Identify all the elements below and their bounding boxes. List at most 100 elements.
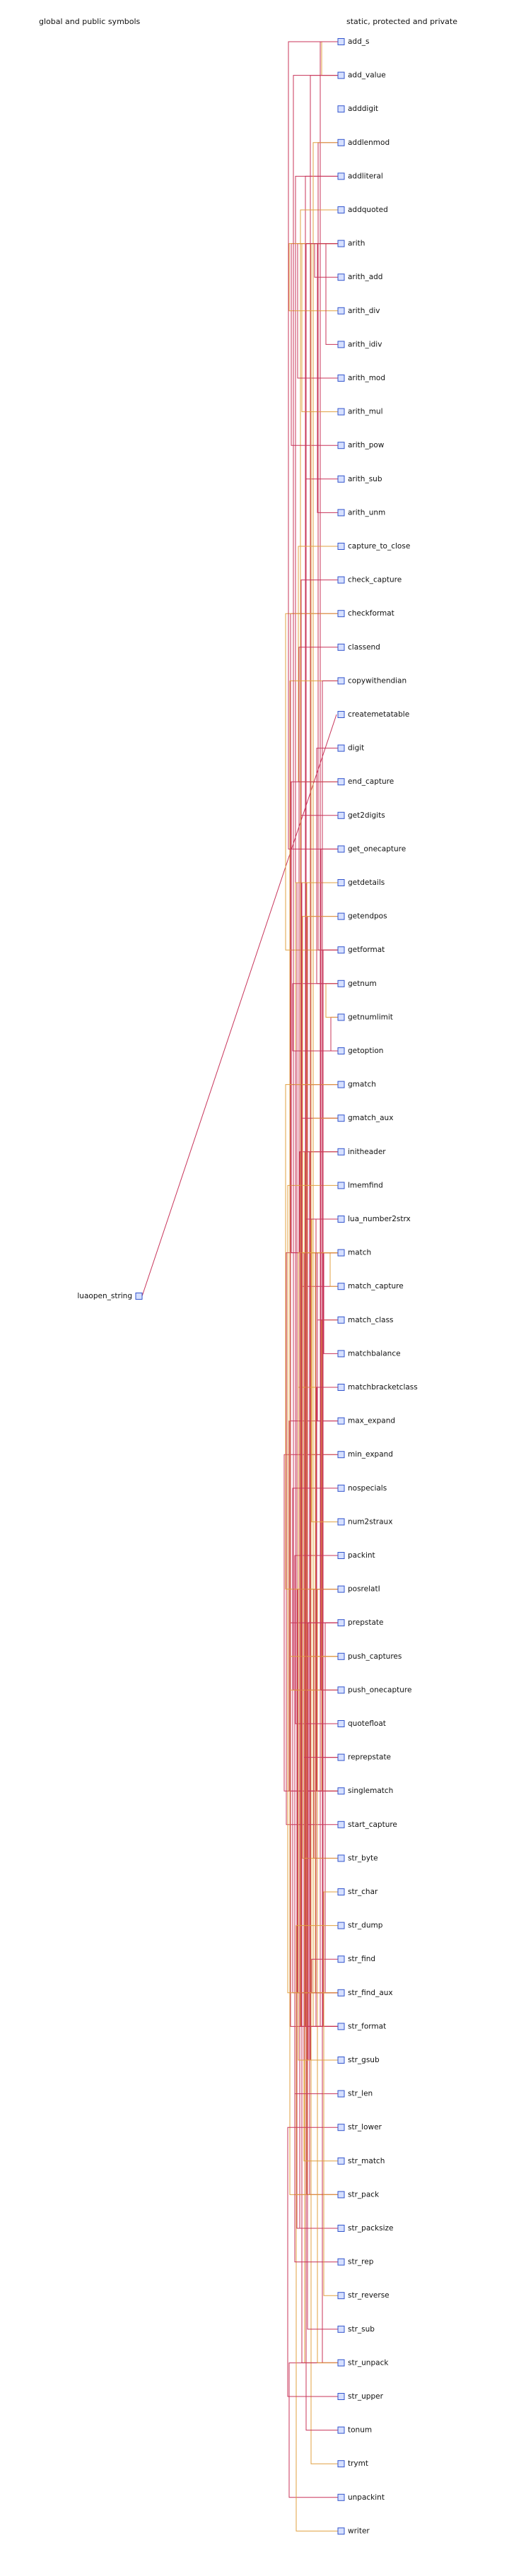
symbol-node-match[interactable]: match [337,1249,371,1257]
symbol-node-writer[interactable]: writer [337,2527,370,2535]
symbol-box-icon [337,946,345,954]
symbol-node-luaopen_string[interactable]: luaopen_string [77,1292,143,1300]
symbol-label: max_expand [348,1417,395,1425]
symbol-node-push_captures[interactable]: push_captures [337,1652,402,1661]
symbol-node-posrelatI[interactable]: posrelatI [337,1585,380,1594]
symbol-label: matchbalance [348,1349,401,1358]
symbol-node-str_dump[interactable]: str_dump [337,1922,383,1930]
symbol-node-gmatch[interactable]: gmatch [337,1081,376,1089]
symbol-node-str_match[interactable]: str_match [337,2157,385,2165]
symbol-node-digit[interactable]: digit [337,744,364,753]
symbol-node-matchbalance[interactable]: matchbalance [337,1349,401,1358]
symbol-node-str_unpack[interactable]: str_unpack [337,2358,389,2367]
symbol-node-getnumlimit[interactable]: getnumlimit [337,1013,393,1021]
symbol-node-str_pack[interactable]: str_pack [337,2190,380,2199]
call-edge-getoption-to-getnum [292,983,338,1052]
call-edge-getnum-to-digit [316,748,338,984]
symbol-node-getformat[interactable]: getformat [337,946,385,954]
symbol-node-arith_idiv[interactable]: arith_idiv [337,340,382,348]
symbol-node-num2straux[interactable]: num2straux [337,1517,392,1526]
symbol-node-adddigit[interactable]: adddigit [337,105,378,113]
symbol-node-add_s[interactable]: add_s [337,37,370,46]
symbol-box-icon [337,71,345,79]
symbol-node-gmatch_aux[interactable]: gmatch_aux [337,1114,393,1122]
symbol-box-icon [337,543,345,550]
symbol-node-str_reverse[interactable]: str_reverse [337,2291,390,2300]
symbol-node-getnum[interactable]: getnum [337,980,377,988]
symbol-node-str_find[interactable]: str_find [337,1955,375,1963]
symbol-node-arith_sub[interactable]: arith_sub [337,475,382,483]
symbol-node-arith_add[interactable]: arith_add [337,273,382,281]
symbol-node-arith_div[interactable]: arith_div [337,307,380,315]
call-edge-str_match-to-str_find_aux [303,1992,338,2162]
symbol-node-arith_pow[interactable]: arith_pow [337,441,385,449]
symbol-node-str_rep[interactable]: str_rep [337,2258,374,2266]
symbol-box-icon [337,1720,345,1727]
symbol-node-lmemfind[interactable]: lmemfind [337,1181,383,1189]
symbol-label: arith_pow [348,441,385,449]
symbol-node-add_value[interactable]: add_value [337,71,386,80]
symbol-label: str_upper [348,2392,384,2401]
symbol-node-min_expand[interactable]: min_expand [337,1450,393,1459]
symbol-node-end_capture[interactable]: end_capture [337,777,394,786]
symbol-node-capture_to_close[interactable]: capture_to_close [337,542,410,551]
symbol-node-str_sub[interactable]: str_sub [337,2325,375,2334]
symbol-node-getoption[interactable]: getoption [337,1047,383,1055]
symbol-node-push_onecapture[interactable]: push_onecapture [337,1686,411,1694]
symbol-node-get_onecapture[interactable]: get_onecapture [337,845,406,853]
symbol-node-str_lower[interactable]: str_lower [337,2123,382,2131]
symbol-node-trymt[interactable]: trymt [337,2459,368,2468]
symbol-node-nospecials[interactable]: nospecials [337,1484,387,1493]
symbol-node-max_expand[interactable]: max_expand [337,1417,395,1425]
symbol-label: getoption [348,1047,383,1055]
symbol-node-arith[interactable]: arith [337,240,365,248]
symbol-node-arith_mod[interactable]: arith_mod [337,374,385,382]
symbol-node-str_len[interactable]: str_len [337,2090,373,2098]
symbol-node-matchbracketclass[interactable]: matchbracketclass [337,1383,418,1392]
symbol-box-icon [135,1293,143,1300]
symbol-node-createmetatable[interactable]: createmetatable [337,710,409,719]
call-edge-luaopen_string-to-createmetatable [141,714,337,1297]
symbol-label: check_capture [348,576,402,584]
symbol-node-str_format[interactable]: str_format [337,2022,386,2030]
symbol-node-getdetails[interactable]: getdetails [337,878,385,887]
symbol-node-initheader[interactable]: initheader [337,1148,386,1156]
symbol-node-str_find_aux[interactable]: str_find_aux [337,1989,393,1997]
symbol-node-str_packsize[interactable]: str_packsize [337,2224,393,2233]
symbol-node-arith_mul[interactable]: arith_mul [337,408,383,416]
symbol-node-match_capture[interactable]: match_capture [337,1282,404,1290]
symbol-node-start_capture[interactable]: start_capture [337,1821,397,1829]
symbol-node-str_byte[interactable]: str_byte [337,1854,378,1862]
symbol-node-checkformat[interactable]: checkformat [337,609,394,618]
symbol-node-reprepstate[interactable]: reprepstate [337,1753,391,1762]
symbol-node-unpackint[interactable]: unpackint [337,2493,385,2502]
symbol-node-get2digits[interactable]: get2digits [337,811,385,820]
symbol-node-singlematch[interactable]: singlematch [337,1787,393,1795]
symbol-box-icon [337,341,345,348]
symbol-node-tonum[interactable]: tonum [337,2426,372,2435]
symbol-node-classend[interactable]: classend [337,643,380,652]
symbol-node-arith_unm[interactable]: arith_unm [337,508,385,517]
symbol-node-match_class[interactable]: match_class [337,1316,394,1324]
symbol-node-quotefloat[interactable]: quotefloat [337,1719,386,1728]
symbol-box-icon [337,1013,345,1021]
symbol-node-check_capture[interactable]: check_capture [337,576,402,584]
symbol-node-getendpos[interactable]: getendpos [337,912,387,921]
symbol-box-icon [337,2527,345,2535]
call-edge-min_expand-to-singlematch [283,1454,338,1792]
symbol-node-addquoted[interactable]: addquoted [337,206,388,214]
symbol-node-str_upper[interactable]: str_upper [337,2392,384,2401]
symbol-node-lua_number2strx[interactable]: lua_number2strx [337,1215,411,1223]
symbol-label: writer [348,2527,370,2535]
symbol-node-prepstate[interactable]: prepstate [337,1618,383,1627]
symbol-node-str_char[interactable]: str_char [337,1888,378,1896]
symbol-node-addlenmod[interactable]: addlenmod [337,139,390,147]
symbol-box-icon [337,509,345,517]
symbol-label: add_s [348,37,370,46]
symbol-node-copywithendian[interactable]: copywithendian [337,676,406,685]
symbol-node-str_gsub[interactable]: str_gsub [337,2056,380,2064]
symbol-node-addliteral[interactable]: addliteral [337,172,383,180]
symbol-node-packint[interactable]: packint [337,1551,375,1560]
symbol-label: arith_sub [348,475,382,483]
symbol-box-icon [337,1989,345,1996]
